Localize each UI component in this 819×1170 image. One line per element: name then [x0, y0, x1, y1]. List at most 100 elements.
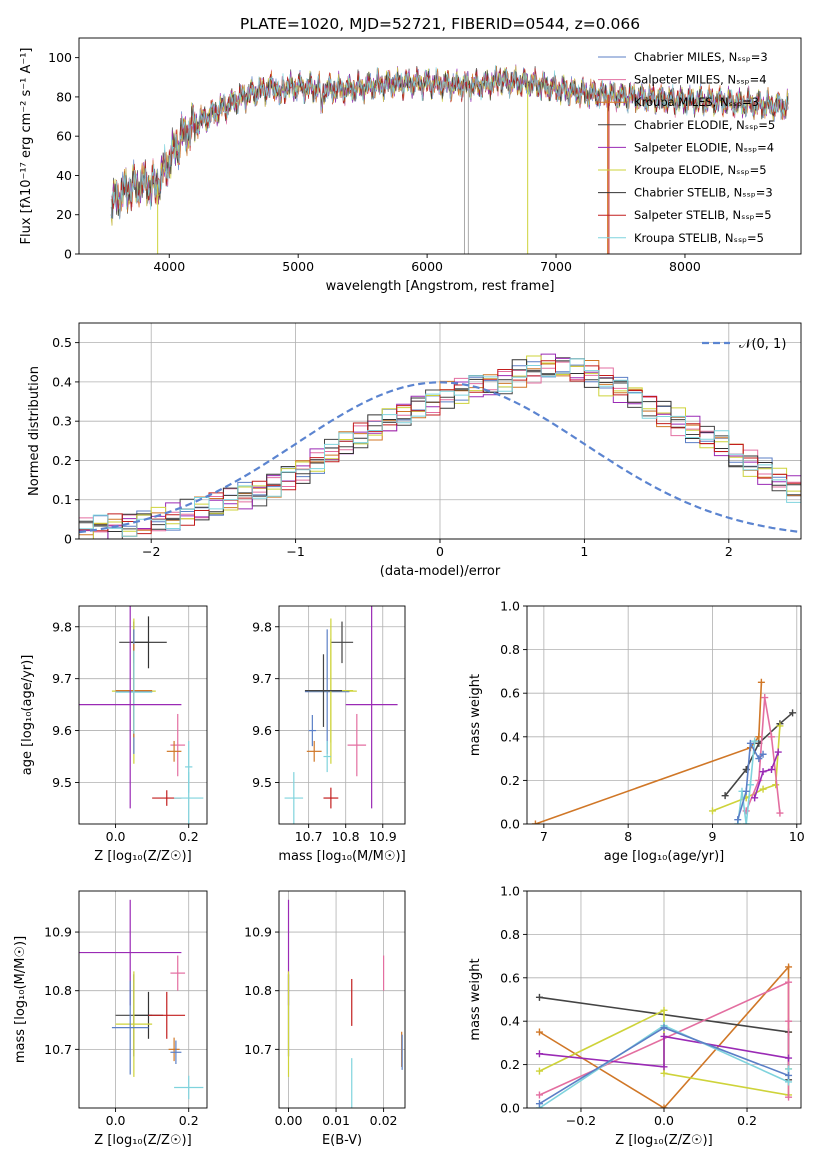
age-vs-mass-ytick-label: 9.6	[252, 723, 272, 738]
age-vs-Z-frame: 0.0 0.2 9.5 9.6 9.7 9.8 Z [log₁₀(Z/Z☉)] age [lo…	[20, 605, 208, 864]
weight-vs-age-point-marker	[746, 781, 754, 789]
weight-vs-Z-point-marker	[785, 1065, 793, 1073]
residuals-xtick-label: −1	[286, 544, 304, 559]
weight-vs-age-point-marker	[751, 737, 759, 745]
spectrum-xtick-label: 6000	[411, 259, 443, 274]
mass-vs-EBV-frame: 0.00 0.01 0.02 10.7 10.8 10.9 E(B-V)	[244, 890, 406, 1148]
weight-vs-Z-lines	[535, 963, 793, 1108]
weight-vs-Z-point-marker	[785, 978, 793, 986]
gaussian-reference-line	[79, 381, 801, 534]
weight-vs-age-point-marker	[789, 709, 797, 717]
age-vs-Z-xtick-label: 0.2	[179, 829, 199, 844]
mass-vs-EBV-ytick-label: 10.8	[244, 983, 272, 998]
residuals-frame: −2 −1 0 1 2 0 0.1 0.2 0.3 0.4 0.5 (data-model)/erro…	[27, 322, 802, 579]
mass-vs-Z-axes	[79, 891, 207, 1108]
weight-vs-age-ytick-label: 0.8	[500, 642, 520, 657]
weight-vs-Z-point-marker	[785, 1071, 793, 1079]
age-vs-Z-border	[78, 605, 208, 825]
weight-vs-Z-point-marker	[785, 1054, 793, 1062]
age-vs-Z-ytick-label: 9.6	[52, 723, 72, 738]
age-vs-Z-points	[79, 606, 204, 824]
weight-vs-age-ytick-label: 0.4	[500, 729, 520, 744]
weight-vs-age-series-line	[535, 682, 763, 824]
legend-entry: Kroupa MILES, Nₛₛₚ=3	[634, 95, 759, 109]
weight-vs-Z-point-marker	[535, 993, 543, 1001]
mass-vs-EBV-points	[287, 899, 403, 1108]
residuals-xtick-label: 0	[436, 544, 444, 559]
age-vs-Z-ytick-label: 9.5	[52, 775, 72, 790]
mass-vs-Z-ytick-label: 10.8	[44, 983, 72, 998]
mass-vs-EBV-ytick-label: 10.7	[244, 1042, 272, 1057]
weight-vs-Z-ytick-label: 0.4	[500, 1014, 520, 1029]
weight-vs-Z-ylabel: mass weight	[468, 958, 483, 1040]
weight-vs-age-point-marker	[759, 785, 767, 793]
mass-vs-EBV-axes	[279, 891, 405, 1108]
weight-vs-Z-ytick-label: 0.6	[500, 970, 520, 985]
legend-entry: Salpeter ELODIE, Nₛₛₚ=4	[634, 140, 774, 154]
spectrum-ytick-label: 80	[56, 89, 72, 104]
mass-vs-Z-xlabel: Z [log₁₀(Z/Z☉)]	[94, 1133, 191, 1148]
weight-vs-age-point-marker	[761, 694, 769, 702]
spectrum-xtick-label: 5000	[282, 259, 314, 274]
spectrum-ytick-label: 0	[64, 247, 72, 262]
mass-vs-EBV-xtick-label: 0.02	[370, 1113, 398, 1128]
residual-histogram-step	[79, 360, 801, 535]
weight-vs-age-ytick-label: 0.0	[500, 817, 520, 832]
age-vs-mass-ytick-label: 9.5	[252, 775, 272, 790]
legend-entry: Kroupa STELIB, Nₛₛₚ=5	[634, 231, 764, 245]
age-vs-Z-ytick-label: 9.7	[52, 671, 72, 686]
mass-vs-EBV-ytick-label: 10.9	[244, 925, 272, 940]
legend-entry: Salpeter MILES, Nₛₛₚ=4	[634, 73, 767, 87]
weight-vs-age-border	[526, 605, 802, 825]
weight-vs-age-point-marker	[708, 807, 716, 815]
residuals-legend: 𝒩(0, 1)	[702, 337, 786, 352]
spectrum-ylabel: Flux [fλ10⁻¹⁷ erg cm⁻² s⁻¹ A⁻¹]	[19, 48, 34, 245]
mass-vs-Z-frame: 0.0 0.2 10.7 10.8 10.9 Z [log₁₀(Z/Z☉)] mass [l…	[13, 890, 208, 1148]
mass-vs-Z-border	[78, 890, 208, 1109]
weight-vs-Z-point-marker	[535, 1100, 543, 1108]
weight-vs-age-xtick-label: 10	[789, 829, 805, 844]
weight-vs-age-point-marker	[772, 781, 780, 789]
age-vs-mass-xlabel: mass [log₁₀(M/M☉)]	[278, 849, 405, 864]
weight-vs-Z-xtick-label: 0.2	[737, 1113, 757, 1128]
mass-vs-EBV-border	[278, 890, 406, 1109]
weight-vs-age-point-marker	[767, 733, 775, 741]
mass-vs-Z-ytick-label: 10.7	[44, 1042, 72, 1057]
spectrum-xlabel: wavelength [Angstrom, rest frame]	[326, 279, 555, 294]
weight-vs-age-lines	[531, 678, 797, 824]
spectrum-series-line	[110, 64, 789, 220]
age-vs-Z-ytick-label: 9.8	[52, 619, 72, 634]
weight-vs-age-point-marker	[757, 678, 765, 686]
weight-vs-Z-xlabel: Z [log₁₀(Z/Z☉)]	[615, 1133, 712, 1148]
age-vs-Z-xtick-label: 0.0	[106, 829, 126, 844]
weight-vs-age-xlabel: age [log₁₀(age/yr)]	[604, 849, 725, 864]
weight-vs-age-frame: 7 8 9 10 0.0 0.2 0.4 0.6 0.8 1.0 age [log₁₀(age/yr…	[468, 599, 805, 865]
weight-vs-age-point-marker	[759, 750, 767, 758]
weight-vs-age-xtick-label: 7	[540, 829, 548, 844]
weight-vs-Z-point-marker	[660, 1104, 668, 1108]
weight-vs-age-point-marker	[776, 722, 784, 730]
weight-vs-Z-point-marker	[785, 1017, 793, 1025]
weight-vs-Z-point-marker	[785, 1093, 793, 1101]
residuals-ylabel: Normed distribution	[27, 366, 42, 496]
weight-vs-Z-point-marker	[535, 1091, 543, 1099]
weight-vs-age-series-line	[737, 741, 756, 824]
age-vs-Z-ylabel: age [log₁₀(age/yr)]	[20, 655, 35, 776]
residuals-xtick-label: 1	[580, 544, 588, 559]
residuals-xlabel: (data-model)/error	[380, 564, 501, 579]
weight-vs-age-point-marker	[531, 820, 539, 824]
weight-vs-age-ytick-label: 0.2	[500, 773, 520, 788]
weight-vs-Z-point-marker	[535, 1050, 543, 1058]
weight-vs-age-point-marker	[767, 766, 775, 773]
weight-vs-age-xtick-label: 9	[709, 829, 717, 844]
spectrum-legend: Chabrier MILES, Nₛₛₚ=3 Salpeter MILES, Nₛ…	[598, 50, 775, 245]
age-vs-mass-xtick-label: 10.9	[369, 829, 397, 844]
residuals-ytick-label: 0.1	[52, 492, 72, 507]
residuals-ytick-label: 0	[64, 532, 72, 547]
residuals-ytick-label: 0.2	[52, 453, 72, 468]
weight-vs-age-ytick-label: 1.0	[500, 599, 520, 614]
legend-entry: 𝒩(0, 1)	[739, 337, 786, 352]
legend-entry: Chabrier STELIB, Nₛₛₚ=3	[634, 186, 773, 200]
mass-vs-EBV-xtick-label: 0.01	[322, 1113, 350, 1128]
